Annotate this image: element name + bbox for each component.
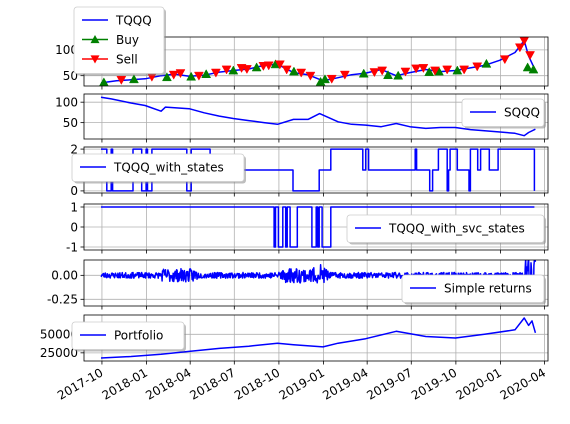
buy-marker bbox=[129, 74, 139, 84]
sell-marker bbox=[400, 67, 411, 77]
series-line-Portfolio bbox=[100, 317, 537, 359]
buy-marker bbox=[161, 72, 172, 82]
sell-marker bbox=[241, 65, 252, 74]
sell-marker bbox=[221, 65, 232, 75]
sell-marker bbox=[116, 75, 127, 85]
sell-marker bbox=[514, 43, 525, 53]
sell-marker bbox=[377, 66, 388, 76]
buy-marker bbox=[452, 65, 463, 75]
y-tick-label: 50 bbox=[63, 116, 78, 130]
x-tick-label: 2017-10 bbox=[55, 365, 105, 402]
buy-marker bbox=[358, 68, 369, 78]
legend-label: TQQQ_with_states bbox=[113, 161, 224, 175]
sell-marker bbox=[274, 60, 285, 70]
legend-marker-buy bbox=[90, 35, 100, 44]
legend-label: Sell bbox=[116, 53, 138, 67]
buy-marker bbox=[481, 58, 492, 68]
y-tick-label: 0.00 bbox=[51, 269, 78, 283]
sell-marker bbox=[339, 70, 350, 80]
y-tick-label: 25000 bbox=[40, 346, 78, 360]
sell-marker bbox=[281, 65, 292, 75]
buy-marker bbox=[528, 64, 539, 74]
x-tick-label: 2019-07 bbox=[364, 365, 414, 402]
plot-area bbox=[99, 37, 539, 86]
legend-box bbox=[346, 214, 545, 243]
sell-marker bbox=[525, 51, 535, 61]
sell-marker bbox=[326, 74, 337, 84]
plot-area bbox=[101, 148, 536, 192]
series-line-TQQQ_with_states bbox=[101, 148, 536, 192]
y-tick-label: -1 bbox=[66, 240, 78, 254]
sell-marker bbox=[175, 69, 186, 79]
sell-marker bbox=[193, 71, 204, 81]
series-line-SQQQ bbox=[100, 96, 536, 137]
sell-marker bbox=[296, 68, 307, 78]
x-tick-label: 2019-10 bbox=[409, 365, 459, 402]
axes-frame bbox=[83, 93, 549, 140]
legend-label: TQQQ_with_svc_states bbox=[388, 222, 525, 236]
sell-marker bbox=[430, 66, 440, 76]
plot-area bbox=[100, 96, 536, 137]
x-tick-label: 2020-01 bbox=[454, 365, 504, 402]
sell-marker bbox=[369, 68, 380, 78]
legend-label: Portfolio bbox=[114, 329, 163, 343]
x-tick-label: 2020-04 bbox=[498, 365, 548, 402]
legend-label: TQQQ bbox=[115, 14, 152, 28]
x-tick-label: 2019-01 bbox=[277, 365, 327, 402]
x-tick-label: 2018-04 bbox=[143, 365, 193, 402]
buy-marker bbox=[522, 62, 533, 72]
x-tick-label: 2019-04 bbox=[320, 365, 370, 402]
sell-marker bbox=[411, 64, 422, 74]
y-tick-label: 100 bbox=[55, 95, 78, 109]
y-tick-label: 50000 bbox=[40, 328, 78, 342]
x-tick-label: 2018-01 bbox=[100, 365, 150, 402]
sell-marker bbox=[305, 71, 316, 81]
axes-frame bbox=[83, 203, 549, 251]
plot-area bbox=[101, 206, 535, 248]
legend-box bbox=[71, 321, 185, 350]
sell-marker bbox=[499, 55, 510, 65]
buy-marker bbox=[228, 65, 239, 75]
buy-marker bbox=[289, 66, 299, 76]
buy-marker bbox=[186, 71, 197, 81]
sell-marker bbox=[168, 70, 179, 80]
sell-marker bbox=[418, 64, 429, 73]
sell-marker bbox=[210, 68, 221, 78]
buy-marker bbox=[424, 67, 435, 76]
buy-marker bbox=[393, 70, 404, 80]
x-tick-label: 2018-10 bbox=[232, 365, 282, 402]
y-tick-label: 0 bbox=[70, 184, 78, 198]
series-line-TQQQ_with_svc_states bbox=[101, 206, 535, 248]
legend-label: Buy bbox=[116, 33, 139, 47]
sell-marker bbox=[442, 65, 453, 75]
sell-marker bbox=[263, 61, 274, 71]
buy-marker bbox=[320, 74, 330, 84]
sell-marker bbox=[459, 65, 470, 75]
legend-box bbox=[401, 274, 545, 303]
buy-marker bbox=[383, 70, 393, 80]
buy-marker bbox=[201, 69, 212, 78]
y-tick-label: 0 bbox=[70, 220, 78, 234]
y-tick-label: 2 bbox=[70, 142, 78, 156]
plot-area bbox=[100, 317, 537, 359]
legend-box bbox=[461, 98, 545, 127]
buy-marker bbox=[251, 62, 262, 72]
legend-box bbox=[71, 153, 245, 182]
legend-label: SQQQ bbox=[504, 106, 540, 120]
sell-marker bbox=[472, 62, 483, 72]
legend-label: Simple returns bbox=[444, 282, 532, 296]
y-tick-label: 100 bbox=[55, 43, 78, 57]
x-tick-label: 2018-07 bbox=[187, 365, 237, 402]
axes-frame bbox=[83, 259, 549, 307]
legend-marker-sell bbox=[90, 55, 100, 64]
y-tick-label: 1 bbox=[70, 200, 78, 214]
y-tick-label: -0.25 bbox=[47, 293, 78, 307]
